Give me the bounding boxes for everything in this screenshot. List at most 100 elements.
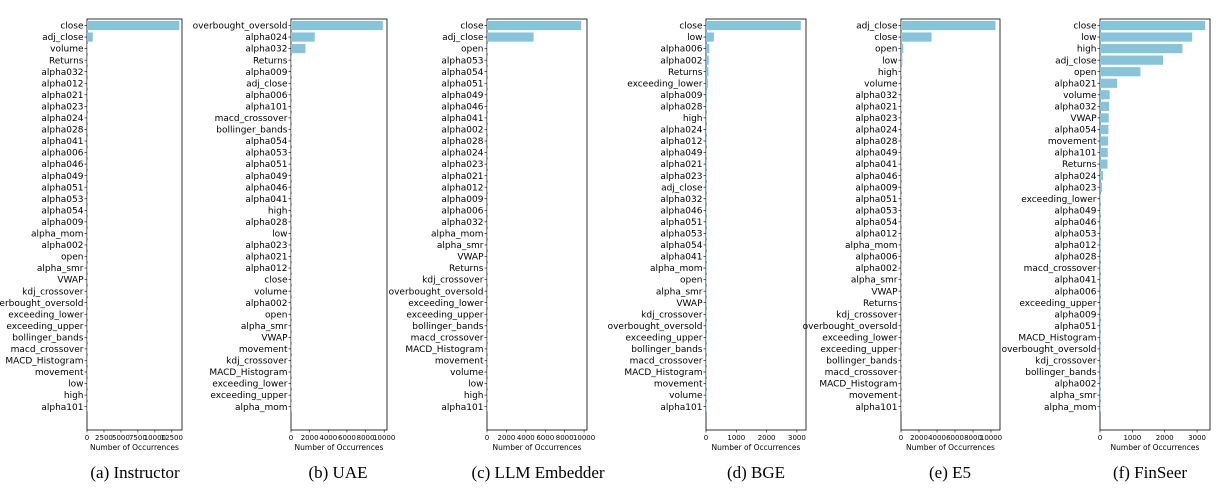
y-tick-label: alpha041 xyxy=(441,114,483,124)
bar xyxy=(1100,101,1110,111)
bar xyxy=(1100,44,1183,54)
y-tick-label: alpha009 xyxy=(41,218,83,228)
y-tick-label: alpha054 xyxy=(1054,126,1096,136)
y-tick-label: MACD_Histogram xyxy=(1018,333,1096,343)
bar xyxy=(901,67,902,77)
bar xyxy=(87,101,88,111)
y-tick-label: adj_close xyxy=(1055,56,1097,66)
y-tick-label: movement xyxy=(849,391,898,401)
y-tick-label: macd_crossover xyxy=(11,345,84,355)
y-tick-label: Returns xyxy=(1062,160,1097,170)
y-tick-label: alpha002 xyxy=(1054,380,1096,390)
bar xyxy=(291,194,292,204)
bar xyxy=(706,194,707,204)
y-tick-label: alpha012 xyxy=(441,183,483,193)
y-tick-label: open xyxy=(680,276,702,286)
x-axis-label: Number of Occurrences xyxy=(493,443,582,452)
axes-frame xyxy=(900,18,1001,431)
y-tick-label: Returns xyxy=(449,264,484,274)
bar xyxy=(87,390,88,400)
bar xyxy=(487,332,488,342)
bar xyxy=(87,332,88,342)
x-axis-label: Number of Occurrences xyxy=(1111,443,1200,452)
bar xyxy=(487,32,534,42)
y-tick-label: alpha046 xyxy=(441,102,483,112)
y-tick-label: alpha_mom xyxy=(431,230,484,240)
bar xyxy=(901,159,902,169)
bar xyxy=(487,321,488,331)
y-tick-label: alpha041 xyxy=(855,160,897,170)
bar xyxy=(487,159,488,169)
bar xyxy=(706,124,707,135)
x-tick-label: 2000 xyxy=(758,434,776,442)
bar xyxy=(291,171,292,181)
bar xyxy=(487,217,488,227)
bar xyxy=(1100,298,1101,308)
y-tick-label: exceeding_upper xyxy=(210,391,287,401)
y-tick-label: alpha006 xyxy=(41,149,83,159)
bar xyxy=(487,78,488,88)
bar xyxy=(901,321,902,331)
bar xyxy=(291,298,292,308)
y-tick-label: Returns xyxy=(253,56,288,66)
bar xyxy=(706,205,707,215)
bar xyxy=(706,78,708,88)
y-tick-label: alpha_smr xyxy=(241,322,288,332)
y-tick-label: open xyxy=(265,310,287,320)
bar xyxy=(87,147,88,158)
y-tick-label: macd_crossover xyxy=(825,368,898,378)
y-tick-label: alpha054 xyxy=(441,68,483,78)
y-tick-label: MACD_Histogram xyxy=(819,380,897,390)
y-tick-label: volume xyxy=(254,287,288,297)
bar xyxy=(487,194,488,204)
y-tick-label: alpha053 xyxy=(41,195,83,205)
y-tick-label: open xyxy=(461,45,483,55)
y-tick-label: exceeding_upper xyxy=(406,310,483,320)
bar xyxy=(706,332,707,342)
y-tick-label: overbought_oversold xyxy=(803,322,898,332)
bar xyxy=(706,182,707,192)
bar xyxy=(706,55,709,65)
bar xyxy=(291,309,292,319)
bar xyxy=(487,298,488,308)
bar xyxy=(901,390,902,400)
panel-caption: (a) Instructor xyxy=(90,463,180,482)
bar xyxy=(1100,124,1109,135)
x-tick-label: 3000 xyxy=(1188,434,1206,442)
y-tick-label: alpha101 xyxy=(441,403,483,413)
x-tick-label: 0 xyxy=(704,434,708,442)
y-tick-label: alpha_smr xyxy=(37,264,84,274)
y-tick-label: low xyxy=(68,380,83,390)
y-tick-label: alpha012 xyxy=(41,79,83,89)
bar xyxy=(87,286,88,296)
y-tick-label: kdj_crossover xyxy=(226,357,288,367)
y-tick-label: Returns xyxy=(863,299,898,309)
y-tick-label: alpha_mom xyxy=(31,230,84,240)
bar xyxy=(901,171,902,181)
bar xyxy=(1100,263,1101,273)
y-tick-label: macd_crossover xyxy=(215,114,288,124)
bar xyxy=(87,205,88,215)
y-tick-label: alpha053 xyxy=(1054,230,1096,240)
bar xyxy=(901,367,902,377)
bar xyxy=(901,251,902,262)
bar xyxy=(487,309,488,319)
bar xyxy=(87,136,88,146)
bar xyxy=(487,20,582,31)
bar xyxy=(87,263,88,273)
y-tick-label: VWAP xyxy=(676,299,703,309)
y-tick-label: VWAP xyxy=(57,276,84,286)
y-tick-label: alpha023 xyxy=(441,160,483,170)
y-tick-label: alpha049 xyxy=(245,172,287,182)
y-tick-label: high xyxy=(683,114,703,124)
bar xyxy=(291,228,292,238)
bar xyxy=(706,228,707,238)
y-tick-label: exceeding_lower xyxy=(1021,195,1097,205)
y-tick-label: alpha021 xyxy=(245,253,287,263)
y-tick-label: adj_close xyxy=(42,33,84,43)
y-tick-label: alpha053 xyxy=(245,149,287,159)
y-tick-label: alpha049 xyxy=(41,172,83,182)
y-tick-label: movement xyxy=(654,380,703,390)
bar xyxy=(291,367,292,377)
bar xyxy=(87,298,88,308)
